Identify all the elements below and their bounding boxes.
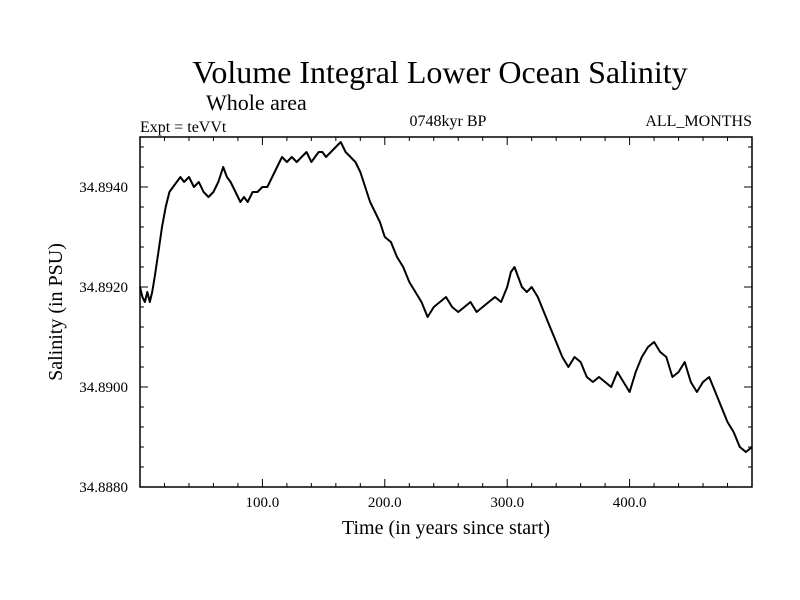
x-tick-label: 100.0 xyxy=(246,495,280,511)
y-axis-label: Salinity (in PSU) xyxy=(45,243,67,381)
x-tick-label: 400.0 xyxy=(613,495,647,511)
months-label: ALL_MONTHS xyxy=(645,113,752,130)
x-tick-label: 300.0 xyxy=(490,495,524,511)
y-tick-label: 34.8900 xyxy=(79,380,128,396)
x-tick-label: 200.0 xyxy=(368,495,402,511)
x-axis-label: Time (in years since start) xyxy=(342,517,550,539)
y-tick-label: 34.8880 xyxy=(79,480,128,496)
x-axis-ticks: 100.0 200.0 300.0 400.0 xyxy=(163,137,729,511)
y-tick-label: 34.8920 xyxy=(79,280,128,296)
y-tick-label: 34.8940 xyxy=(79,180,128,196)
chart-title: Volume Integral Lower Ocean Salinity xyxy=(192,54,687,90)
plot-frame xyxy=(139,136,753,488)
plot-series xyxy=(139,141,753,453)
y-axis-ticks: 34.8880 34.8900 34.8920 34.8940 xyxy=(79,146,752,496)
salinity-series-line xyxy=(139,141,753,453)
period-label: 0748kyr BP xyxy=(410,113,487,130)
chart-subtitle: Whole area xyxy=(206,90,307,115)
experiment-label: Expt = teVVt xyxy=(140,119,227,136)
